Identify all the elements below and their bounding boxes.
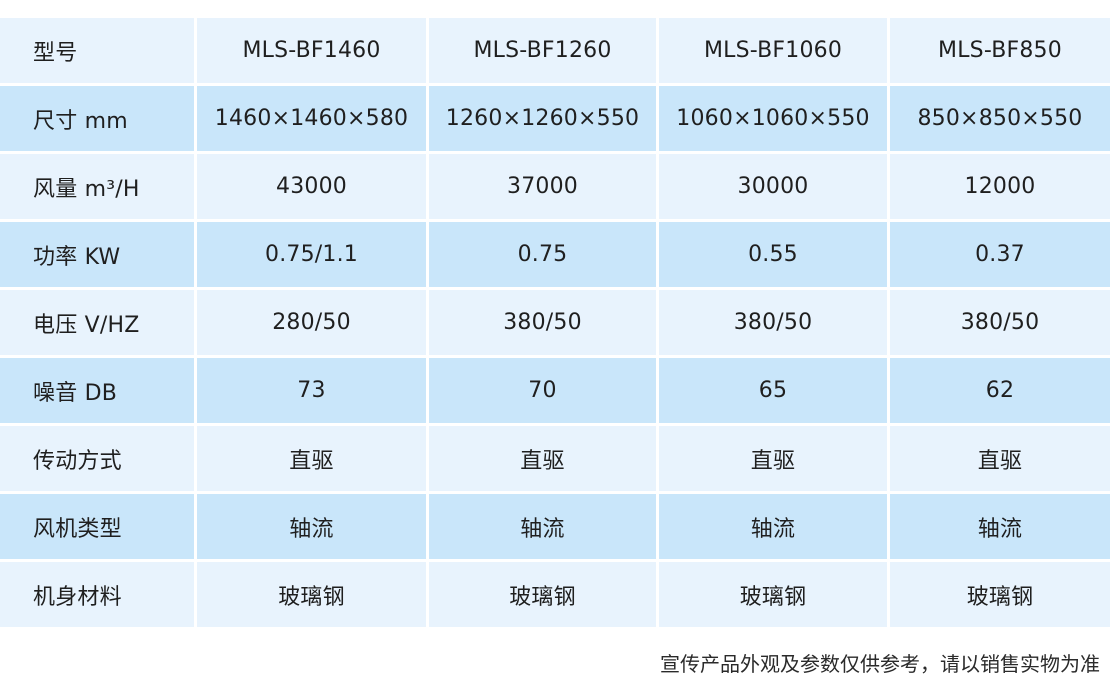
table-cell: 玻璃钢 <box>887 562 1110 627</box>
header-label: 型号 <box>33 40 78 66</box>
table-cell: 1060×1060×550 <box>656 86 887 151</box>
noise-row: 噪音 DB 73 70 65 62 <box>0 358 1110 426</box>
table-cell: 0.75/1.1 <box>194 222 426 287</box>
table-cell: 380/50 <box>887 290 1110 355</box>
disclaimer-note: 宣传产品外观及参数仅供参考，请以销售实物为准 <box>660 652 1100 676</box>
model-header: MLS-BF1060 <box>656 18 887 83</box>
power-row: 功率 KW 0.75/1.1 0.75 0.55 0.37 <box>0 222 1110 290</box>
table-cell: 62 <box>887 358 1110 423</box>
row-label: 噪音 DB <box>33 380 118 406</box>
drive-row: 传动方式 直驱 直驱 直驱 直驱 <box>0 426 1110 494</box>
table-cell: 轴流 <box>426 494 656 559</box>
table-cell: 850×850×550 <box>887 86 1110 151</box>
model-header: MLS-BF1260 <box>426 18 656 83</box>
table-cell: 37000 <box>426 154 656 219</box>
row-label: 风量 m³/H <box>33 176 140 202</box>
table-cell: 30000 <box>656 154 887 219</box>
table-cell: 轴流 <box>887 494 1110 559</box>
table-cell: 轴流 <box>656 494 887 559</box>
spec-table: 型号 MLS-BF1460 MLS-BF1260 MLS-BF1060 MLS-… <box>0 18 1110 627</box>
fan-type-row: 风机类型 轴流 轴流 轴流 轴流 <box>0 494 1110 562</box>
row-label: 机身材料 <box>33 584 122 610</box>
header-row: 型号 MLS-BF1460 MLS-BF1260 MLS-BF1060 MLS-… <box>0 18 1110 86</box>
table-cell: 280/50 <box>194 290 426 355</box>
size-row: 尺寸 mm 1460×1460×580 1260×1260×550 1060×1… <box>0 86 1110 154</box>
table-cell: 0.75 <box>426 222 656 287</box>
material-row: 机身材料 玻璃钢 玻璃钢 玻璃钢 玻璃钢 <box>0 562 1110 627</box>
row-label: 电压 V/HZ <box>33 312 140 338</box>
table-cell: 70 <box>426 358 656 423</box>
table-cell: 0.37 <box>887 222 1110 287</box>
airflow-row: 风量 m³/H 43000 37000 30000 12000 <box>0 154 1110 222</box>
table-cell: 轴流 <box>194 494 426 559</box>
table-cell: 65 <box>656 358 887 423</box>
table-cell: 玻璃钢 <box>194 562 426 627</box>
table-cell: 直驱 <box>194 426 426 491</box>
table-cell: 12000 <box>887 154 1110 219</box>
table-cell: 0.55 <box>656 222 887 287</box>
table-cell: 380/50 <box>656 290 887 355</box>
table-cell: 73 <box>194 358 426 423</box>
table-cell: 直驱 <box>887 426 1110 491</box>
row-label: 传动方式 <box>33 448 122 474</box>
table-cell: 380/50 <box>426 290 656 355</box>
table-cell: 玻璃钢 <box>656 562 887 627</box>
model-header: MLS-BF1460 <box>194 18 426 83</box>
table-cell: 43000 <box>194 154 426 219</box>
table-cell: 1260×1260×550 <box>426 86 656 151</box>
model-header: MLS-BF850 <box>887 18 1110 83</box>
table-cell: 直驱 <box>426 426 656 491</box>
row-label: 风机类型 <box>33 516 122 542</box>
table-cell: 玻璃钢 <box>426 562 656 627</box>
table-cell: 1460×1460×580 <box>194 86 426 151</box>
table-cell: 直驱 <box>656 426 887 491</box>
row-label: 功率 KW <box>33 244 121 270</box>
row-label: 尺寸 mm <box>33 108 128 134</box>
voltage-row: 电压 V/HZ 280/50 380/50 380/50 380/50 <box>0 290 1110 358</box>
